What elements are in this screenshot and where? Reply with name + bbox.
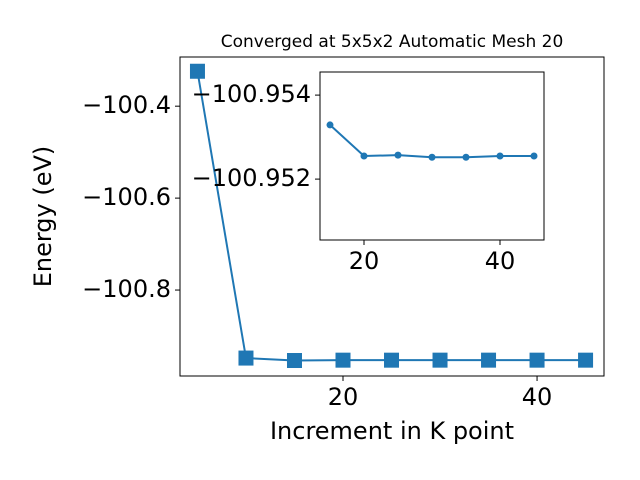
x-axis-label: Increment in K point xyxy=(270,417,514,445)
x-tick-label: 40 xyxy=(522,383,553,411)
y-tick-label: −100.4 xyxy=(82,91,171,119)
x-tick-label: 20 xyxy=(349,247,380,275)
data-point xyxy=(578,352,594,368)
data-point xyxy=(529,352,545,368)
data-point xyxy=(326,121,334,129)
data-point xyxy=(384,352,400,368)
data-point xyxy=(432,352,448,368)
y-tick-label: −100.8 xyxy=(82,275,171,303)
data-point xyxy=(238,350,254,366)
data-point xyxy=(189,63,205,79)
chart-title: Converged at 5x5x2 Automatic Mesh 20 xyxy=(221,32,564,52)
data-point xyxy=(428,153,436,161)
data-point xyxy=(286,353,302,369)
y-tick-label: −100.952 xyxy=(192,164,311,192)
x-tick-label: 40 xyxy=(485,247,516,275)
x-tick-label: 20 xyxy=(328,383,359,411)
data-point xyxy=(530,152,538,160)
axes-frame xyxy=(179,56,605,377)
data-point xyxy=(481,352,497,368)
data-point xyxy=(462,153,470,161)
data-point xyxy=(394,151,402,159)
data-point xyxy=(360,152,368,160)
y-tick-label: −100.6 xyxy=(82,183,171,211)
data-point xyxy=(335,352,351,368)
y-tick-label: −100.954 xyxy=(192,80,311,108)
axes-frame xyxy=(319,71,545,241)
data-point xyxy=(496,152,504,160)
y-axis-label: Energy (eV) xyxy=(29,146,57,288)
